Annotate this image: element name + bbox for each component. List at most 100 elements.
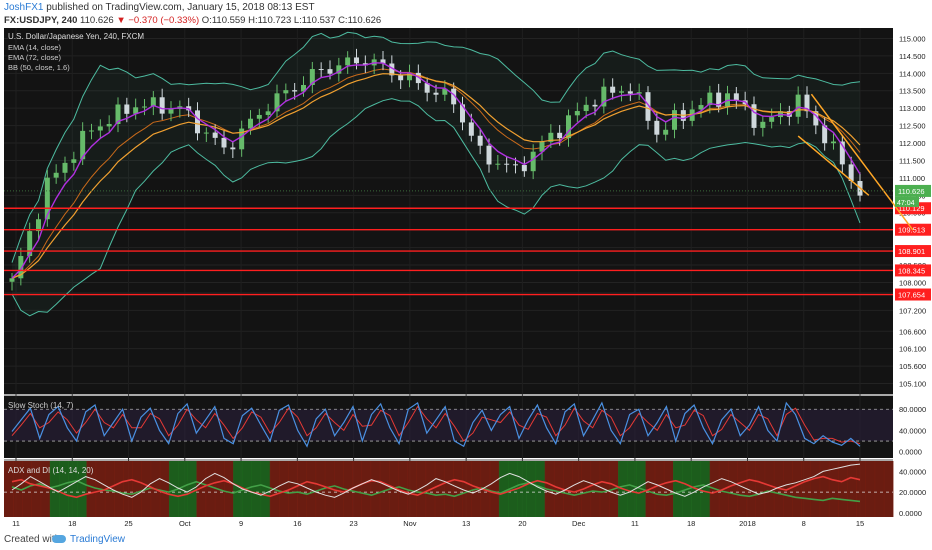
di-minus-line	[11, 475, 861, 499]
adx-regime-block	[856, 461, 867, 517]
candle-body	[751, 104, 757, 128]
candle-body	[327, 69, 333, 74]
candle-body	[451, 88, 457, 105]
time-tick-label: 15	[856, 519, 864, 528]
candle-body	[513, 164, 518, 166]
candle-body	[106, 124, 112, 127]
adx-regime-block	[233, 461, 243, 517]
adx-tick-label: 40.0000	[899, 467, 926, 476]
created-with-label: Created with	[4, 534, 61, 545]
candle-body	[115, 104, 121, 125]
candle-body	[645, 92, 651, 121]
time-tick-label: 9	[239, 519, 243, 528]
candle-body	[168, 108, 174, 114]
candle-body	[142, 106, 147, 108]
candle-body	[354, 57, 359, 64]
adx-regime-block	[847, 461, 857, 517]
trendline[interactable]	[797, 135, 870, 196]
candle-body	[839, 141, 845, 165]
adx-regime-block	[196, 461, 207, 517]
candle-body	[256, 114, 262, 119]
stoch-title: Slow Stoch (14, 7)	[8, 401, 74, 410]
candle-body	[424, 83, 430, 93]
time-tick-label: 20	[518, 519, 526, 528]
adx-regime-block	[764, 461, 775, 517]
time-tick-label: 13	[462, 519, 470, 528]
time-tick-label: 18	[687, 519, 695, 528]
adx-regime-block	[819, 461, 830, 517]
adx-regime-block	[306, 461, 317, 517]
adx-regime-block	[159, 461, 170, 517]
candle-body	[150, 97, 156, 107]
adx-regime-block	[883, 461, 894, 517]
adx-regime-block	[453, 461, 463, 517]
indicator-legend-entry: BB (50, close, 1.6)	[8, 63, 70, 72]
candle-body	[133, 107, 139, 114]
bollinger-upper-line	[11, 31, 861, 263]
adx-regime-block	[40, 461, 51, 517]
adx-regime-block	[865, 461, 876, 517]
price-change: −0.370 (−0.33%)	[128, 15, 200, 26]
publisher-username[interactable]: JoshFX1	[4, 2, 44, 13]
adx-regime-block	[663, 461, 674, 517]
adx-regime-block	[828, 461, 839, 517]
candle-body	[89, 130, 94, 132]
tradingview-link[interactable]: TradingView	[52, 534, 125, 545]
price-tick-label: 105.600	[899, 362, 926, 371]
price-tick-label: 108.000	[899, 278, 926, 287]
adx-regime-block	[178, 461, 188, 517]
ema-14-line	[11, 62, 861, 279]
time-tick-label: Nov	[403, 519, 417, 528]
adx-regime-block	[370, 461, 381, 517]
candle-body	[795, 94, 801, 117]
candle-body	[716, 92, 722, 107]
candle-body	[345, 57, 351, 66]
adx-regime-block	[361, 461, 372, 517]
adx-regime-block	[572, 461, 582, 517]
price-tick-label: 114.000	[899, 69, 926, 78]
candle-body	[574, 111, 580, 116]
adx-regime-block	[498, 461, 509, 517]
candle-body	[283, 90, 289, 94]
publish-header: JoshFX1 published on TradingView.com, Ja…	[0, 0, 932, 28]
indicator-legend-entry: EMA (72, close)	[8, 53, 61, 62]
candle-body	[848, 164, 854, 182]
candle-body	[707, 92, 713, 106]
time-tick-label: 16	[293, 519, 301, 528]
price-tick-label: 113.500	[899, 87, 926, 96]
candle-body	[18, 256, 24, 279]
last-price: 110.626	[80, 15, 114, 26]
support-price-tag	[895, 288, 931, 301]
candle-body	[318, 69, 324, 71]
candle-body	[548, 132, 554, 142]
adx-regime-block	[700, 461, 711, 517]
publisher-line: JoshFX1 published on TradingView.com, Ja…	[4, 2, 315, 13]
candle-body	[159, 97, 165, 114]
adx-regime-block	[379, 461, 390, 517]
ohlc-values: O:110.559 H:110.723 L:110.537 C:110.626	[201, 15, 382, 26]
time-tick-label: 25	[124, 519, 132, 528]
published-date: published on TradingView.com, January 15…	[46, 2, 315, 13]
adx-regime-block	[407, 461, 417, 517]
price-tick-label: 106.100	[899, 345, 926, 354]
adx-regime-block	[489, 461, 500, 517]
candle-body	[9, 278, 15, 282]
indicator-legend-entry: EMA (14, close)	[8, 43, 61, 52]
support-price-label: 108.901	[898, 247, 925, 256]
footer: Created with TradingView	[0, 530, 932, 550]
adx-regime-block	[553, 461, 564, 517]
adx-regime-block	[251, 461, 262, 517]
adx-title: ADX and DI (14, 14, 20)	[8, 466, 94, 475]
candle-body	[53, 172, 59, 178]
chart-canvas[interactable]: 115.000 114.500 114.000 113.500 113.000 112.5…	[0, 28, 932, 530]
time-tick-label: 18	[68, 519, 76, 528]
support-price-label: 109.513	[898, 226, 925, 235]
candle-body	[27, 231, 33, 257]
adx-regime-block	[333, 461, 344, 517]
trendline[interactable]	[810, 93, 914, 231]
adx-regime-block	[590, 461, 601, 517]
adx-regime-block	[654, 461, 665, 517]
price-pane[interactable]	[4, 28, 893, 394]
time-axis[interactable]	[4, 517, 893, 530]
support-price-label: 107.654	[898, 291, 925, 300]
